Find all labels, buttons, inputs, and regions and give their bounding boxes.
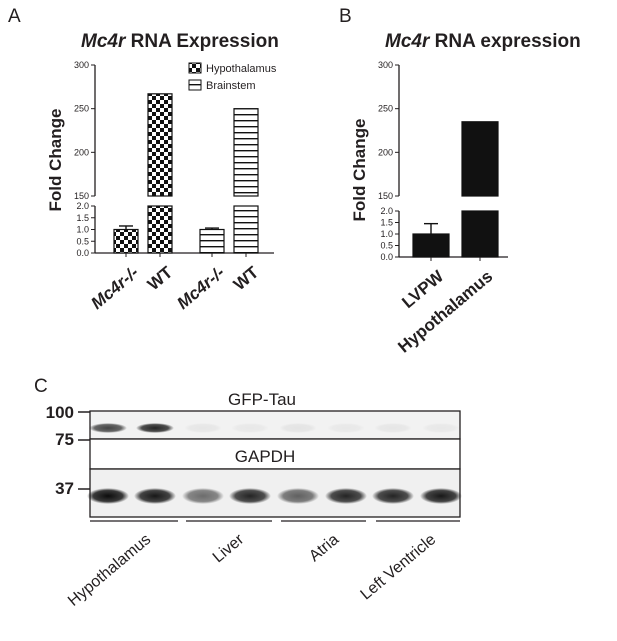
gfp-tau-band-3 — [184, 423, 222, 433]
y-tick-label: 250 — [74, 104, 89, 114]
panel-a-letter: A — [8, 6, 21, 27]
y-tick-label: 150 — [378, 191, 393, 201]
x-label-a3: WT — [230, 262, 263, 294]
gfp-tau-band-6 — [327, 423, 365, 433]
panel-a-legend: Hypothalamus Brainstem — [188, 62, 277, 92]
y-tick-label: 0.5 — [76, 236, 89, 246]
gfp-tau-band-5 — [279, 423, 317, 433]
bar-a2 — [199, 228, 225, 254]
marker-100: 100 — [46, 403, 74, 422]
gfp-tau-band-2 — [136, 423, 174, 433]
y-tick-label: 300 — [378, 60, 393, 70]
legend-label-brainstem: Brainstem — [206, 80, 256, 92]
gapdh-bands — [87, 488, 462, 504]
gfp-tau-band-7 — [374, 423, 412, 433]
panel-b: B Mc4r RNA expression Fold Change 150 200… — [339, 6, 581, 357]
y-tick-label: 200 — [378, 147, 393, 157]
bar-a1-upper — [147, 93, 173, 197]
tissue-label-left-ventricle: Left Ventricle — [357, 531, 439, 604]
gapdh-band-6 — [325, 488, 367, 504]
gapdh-band-4 — [229, 488, 271, 504]
y-tick-label: 300 — [74, 60, 89, 70]
panel-a-title: Mc4r RNA Expression — [81, 31, 279, 52]
bar-b1-lower — [461, 210, 499, 258]
gapdh-band-8 — [420, 488, 462, 504]
bar-a3-lower — [233, 205, 259, 254]
marker-37: 37 — [55, 479, 74, 498]
y-tick-label: 1.0 — [380, 229, 393, 239]
legend-swatch-brainstem — [188, 79, 202, 91]
bar-a1-lower — [147, 205, 173, 254]
gapdh-band-1 — [87, 488, 129, 504]
bar-b1-upper — [461, 121, 499, 197]
panel-b-letter: B — [339, 6, 352, 27]
legend-label-hypothalamus: Hypothalamus — [206, 63, 277, 75]
bar-a0 — [113, 228, 139, 254]
legend-swatch-hypothalamus — [188, 62, 202, 74]
gapdh-band-5 — [277, 488, 319, 504]
y-tick-label: 1.5 — [380, 218, 393, 228]
panel-c: C 100 75 37 GFP-Tau GAPDH Hypothalamus L… — [34, 376, 462, 610]
x-label-a1: WT — [144, 262, 177, 294]
gfp-tau-bands — [89, 423, 460, 433]
panel-a: A Mc4r RNA Expression Fold Change 150 200… — [8, 6, 279, 313]
panel-a-ylabel: Fold Change — [46, 109, 65, 212]
y-tick-label: 150 — [74, 191, 89, 201]
gapdh-band-2 — [134, 488, 176, 504]
gapdh-band-3 — [182, 488, 224, 504]
gfp-tau-band-4 — [231, 423, 269, 433]
blot-gapdh-label-strip — [89, 438, 461, 470]
panel-c-letter: C — [34, 376, 48, 397]
y-tick-label: 250 — [378, 104, 393, 114]
y-tick-label: 1.0 — [76, 225, 89, 235]
panel-b-title: Mc4r RNA expression — [385, 31, 581, 52]
tissue-label-liver: Liver — [210, 531, 248, 567]
blot-label-gfp-tau: GFP-Tau — [228, 390, 296, 409]
tissue-label-hypothalamus: Hypothalamus — [65, 531, 154, 610]
bar-a3-upper — [233, 108, 259, 197]
gapdh-band-7 — [372, 488, 414, 504]
gfp-tau-band-8 — [422, 423, 460, 433]
blot-label-gapdh: GAPDH — [235, 447, 295, 466]
marker-75: 75 — [55, 430, 74, 449]
y-tick-label: 0.0 — [76, 248, 89, 258]
x-label-a2: Mc4r-/- — [173, 262, 228, 313]
panel-b-axis: 150 200 250 300 0.00.5 1.01.5 2.0 — [378, 60, 508, 262]
panel-b-bars — [412, 121, 499, 258]
tissue-groups: Hypothalamus Liver Atria Left Ventricle — [65, 520, 460, 610]
y-tick-label: 2.0 — [76, 201, 89, 211]
panel-b-ylabel: Fold Change — [350, 119, 369, 222]
bar-b0 — [412, 233, 450, 258]
y-tick-label: 0.5 — [380, 241, 393, 251]
gfp-tau-band-1 — [89, 423, 127, 433]
y-tick-label: 2.0 — [380, 206, 393, 216]
panel-a-bars — [113, 93, 259, 254]
x-label-a0: Mc4r-/- — [87, 262, 142, 313]
y-tick-label: 0.0 — [380, 252, 393, 262]
y-tick-label: 200 — [74, 147, 89, 157]
tissue-label-atria: Atria — [306, 531, 342, 565]
y-tick-label: 1.5 — [76, 213, 89, 223]
